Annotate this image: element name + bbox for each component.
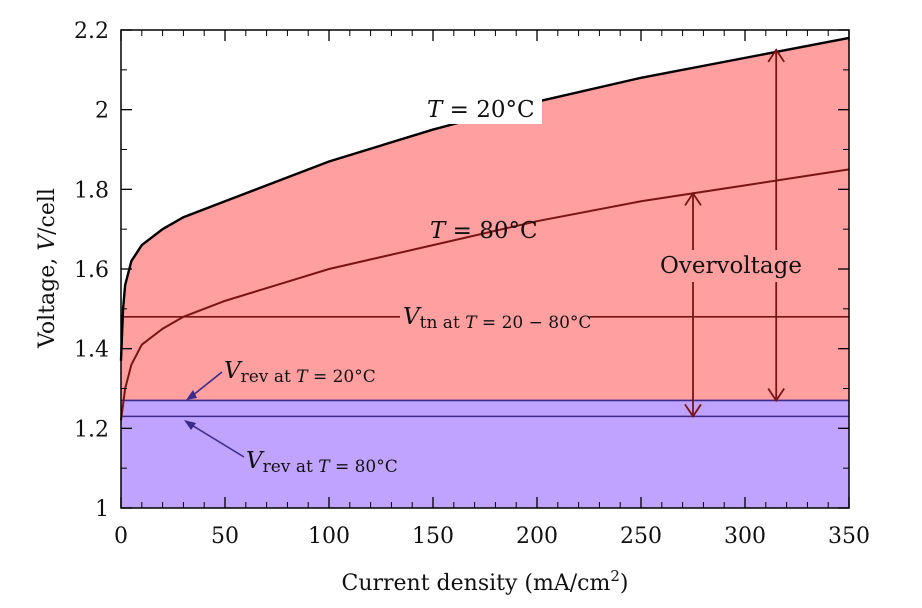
reversible-region bbox=[121, 400, 849, 508]
x-tick-label: 200 bbox=[516, 524, 558, 549]
axis-ticks: 0 50 100 150 200 250 300 350 1 1.2 1.4 1.6 1.8 2 2.2 bbox=[74, 19, 870, 549]
x-axis-title: Current density (mA/cm2) bbox=[342, 567, 629, 596]
y-tick-label: 1.8 bbox=[74, 178, 109, 203]
y-tick-label: 2.2 bbox=[74, 19, 109, 44]
overvoltage-arrow-head-up-1 bbox=[684, 191, 702, 206]
x-tick-label: 0 bbox=[114, 524, 128, 549]
series-line-0 bbox=[119, 36, 850, 361]
x-tick-label: 150 bbox=[412, 524, 454, 549]
t20-label: T = 20°C bbox=[427, 97, 535, 123]
vrev20-leader bbox=[186, 371, 223, 400]
y-axis-title: Voltage, V/cell bbox=[35, 188, 60, 349]
t20-label-group: T = 20°C bbox=[416, 94, 542, 124]
overvoltage-region bbox=[121, 37, 849, 401]
vtn-label-group: Vtn at T = 20 − 80°C bbox=[400, 302, 591, 333]
y-tick-label: 2 bbox=[95, 99, 109, 124]
overvoltage-arrow-head-down-0 bbox=[767, 387, 785, 403]
vrev80-label: Vrev at T = 80°C bbox=[246, 448, 398, 477]
overvoltage-label: Overvoltage bbox=[660, 253, 802, 279]
x-tick-label: 250 bbox=[620, 524, 662, 549]
y-tick-label: 1 bbox=[95, 497, 109, 522]
overvoltage-arrow-head-up-0 bbox=[767, 48, 785, 63]
y-tick-label: 1.4 bbox=[74, 338, 109, 363]
x-tick-label: 300 bbox=[724, 524, 766, 549]
x-tick-label: 100 bbox=[308, 524, 350, 549]
region-fills bbox=[121, 37, 849, 508]
y-tick-label: 1.6 bbox=[74, 258, 109, 283]
x-tick-label: 50 bbox=[211, 524, 239, 549]
overvoltage-arrow-head-down-1 bbox=[684, 403, 702, 419]
y-tick-label: 1.2 bbox=[74, 417, 109, 442]
vtn-label: Vtn at T = 20 − 80°C bbox=[403, 304, 591, 333]
series-line-1 bbox=[120, 168, 850, 421]
overvoltage-arrows bbox=[684, 48, 785, 419]
vrev20-label: Vrev at T = 20°C bbox=[224, 358, 376, 387]
t80-label: T = 80°C bbox=[430, 218, 538, 244]
vrev80-leader bbox=[184, 420, 245, 458]
x-tick-label: 350 bbox=[828, 524, 870, 549]
overvoltage-label-group: Overvoltage bbox=[656, 250, 806, 282]
data-lines bbox=[119, 36, 850, 421]
